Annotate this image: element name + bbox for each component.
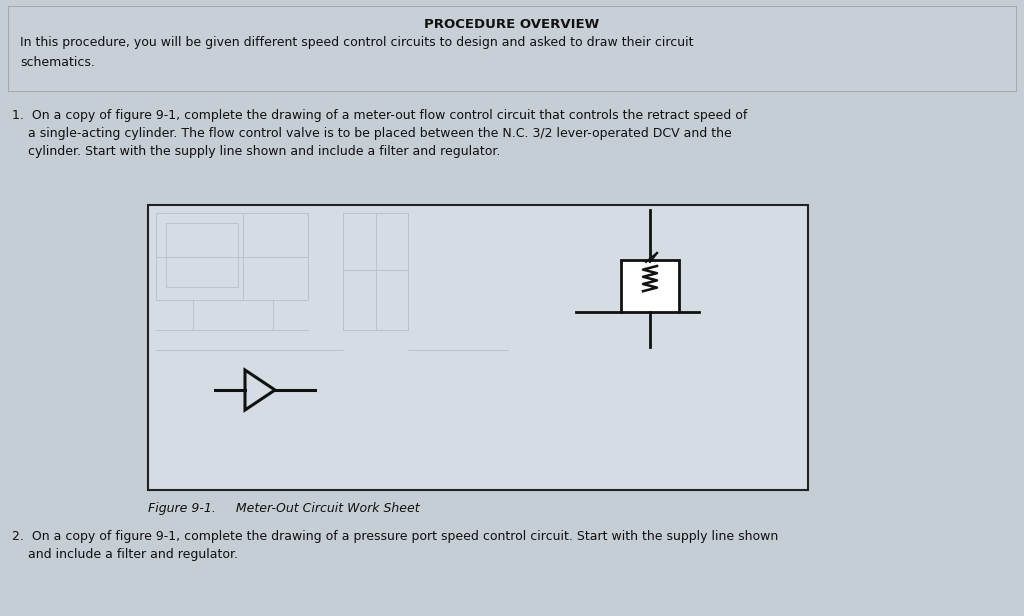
Text: cylinder. Start with the supply line shown and include a filter and regulator.: cylinder. Start with the supply line sho… xyxy=(12,145,501,158)
Text: a single-acting cylinder. The flow control valve is to be placed between the N.C: a single-acting cylinder. The flow contr… xyxy=(12,127,732,140)
Text: 2.  On a copy of figure 9-1, complete the drawing of a pressure port speed contr: 2. On a copy of figure 9-1, complete the… xyxy=(12,530,778,543)
Bar xyxy=(8,6,1016,91)
Bar xyxy=(621,260,679,312)
Text: In this procedure, you will be given different speed control circuits to design : In this procedure, you will be given dif… xyxy=(20,36,693,49)
Text: Figure 9-1.     Meter-Out Circuit Work Sheet: Figure 9-1. Meter-Out Circuit Work Sheet xyxy=(148,502,420,515)
Text: schematics.: schematics. xyxy=(20,56,95,69)
Text: 1.  On a copy of figure 9-1, complete the drawing of a meter-out flow control ci: 1. On a copy of figure 9-1, complete the… xyxy=(12,109,748,122)
Text: PROCEDURE OVERVIEW: PROCEDURE OVERVIEW xyxy=(424,18,600,31)
Bar xyxy=(148,205,808,490)
Text: and include a filter and regulator.: and include a filter and regulator. xyxy=(12,548,238,561)
